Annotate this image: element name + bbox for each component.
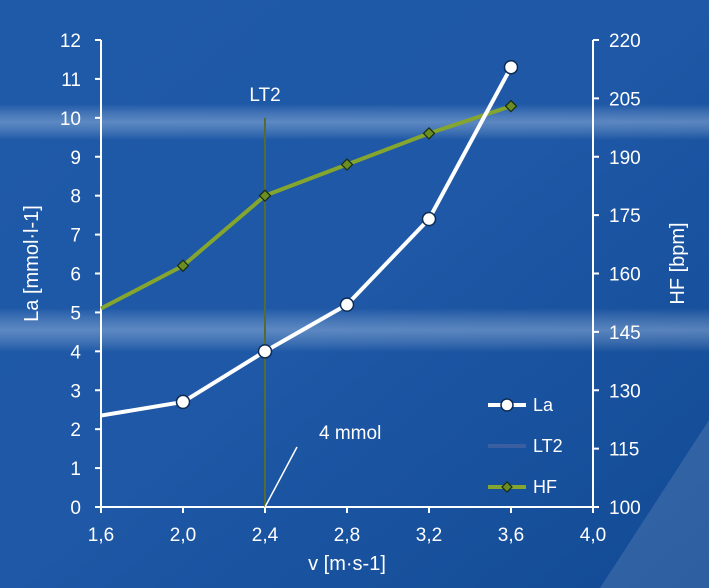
- y-right-tick-label: 130: [609, 381, 641, 402]
- y-left-tick-label: 3: [70, 381, 81, 402]
- x-tick-label: 2,0: [170, 525, 196, 546]
- series-hf-point: [340, 158, 354, 171]
- series-la-line: [100, 66, 513, 418]
- y-left-tick-label: 11: [61, 70, 81, 91]
- series-la-point: [339, 297, 355, 312]
- y-right-tick-label: 160: [609, 265, 641, 286]
- y-left-tick-label: 1: [70, 459, 81, 480]
- lt2-label: LT2: [249, 85, 280, 106]
- legend-label-la: La: [533, 395, 554, 415]
- lt2-layer: LT2: [249, 85, 281, 507]
- series-hf-point: [258, 189, 272, 203]
- annotation-leader-line: [264, 446, 298, 508]
- x-tick-label: 2,8: [334, 525, 360, 546]
- y-left-tick-label: 9: [70, 148, 81, 169]
- y-right-tick-label: 115: [609, 440, 639, 461]
- series: [100, 59, 519, 418]
- series-la-point: [175, 394, 191, 410]
- y-right-tick-label: 220: [609, 31, 641, 52]
- background-band-upper: [0, 104, 709, 140]
- series-hf-line: [100, 104, 512, 311]
- x-tick-label: 3,2: [416, 525, 442, 546]
- y-right-tick-label: 205: [609, 89, 641, 110]
- series-hf-point: [176, 259, 190, 273]
- y-left-tick-label: 10: [60, 109, 81, 130]
- series-la-point: [257, 344, 273, 359]
- y-right-tick-label: 190: [609, 148, 641, 169]
- series-hf-point: [504, 99, 518, 113]
- y-right-axis-title: HF [bpm]: [667, 222, 689, 304]
- background-band-lower: [0, 308, 709, 352]
- series-hf-point: [422, 127, 436, 140]
- x-tick-label: 1,6: [88, 525, 114, 546]
- annotation-label: 4 mmol: [319, 423, 381, 444]
- legend: La LT2 HF: [488, 395, 563, 497]
- background-glare: [600, 420, 709, 588]
- y-left-tick-label: 4: [70, 342, 81, 363]
- x-tick-label: 3,6: [498, 525, 524, 546]
- y-left-tick-label: 0: [70, 498, 81, 519]
- y-left-tick-label: 12: [60, 31, 81, 52]
- legend-marker-hf: [501, 481, 513, 493]
- y-left-tick-label: 2: [70, 420, 81, 441]
- y-right-tick-label: 145: [609, 323, 641, 344]
- y-left-tick-label: 7: [70, 226, 81, 247]
- legend-label-hf: HF: [533, 477, 557, 497]
- x-tick-label: 4,0: [580, 525, 606, 546]
- annotation: 4 mmol: [264, 423, 381, 508]
- y-right-tick-label: 175: [609, 206, 641, 227]
- legend-label-lt2: LT2: [533, 436, 563, 456]
- y-left-tick-label: 8: [70, 187, 81, 208]
- series-la-point: [421, 211, 437, 227]
- legend-marker-la: [500, 398, 514, 412]
- y-left-axis-title: La [mmol·l-1]: [21, 205, 43, 322]
- x-tick-label: 2,4: [252, 525, 279, 546]
- series-la-point: [503, 59, 519, 75]
- y-right-tick-label: 100: [609, 498, 641, 519]
- y-left-tick-label: 6: [70, 265, 81, 286]
- y-left-tick-label: 5: [70, 303, 81, 324]
- x-axis-title: v [m·s-1]: [308, 553, 386, 575]
- axes: 0123456789101112100115130145160175190205…: [21, 31, 689, 575]
